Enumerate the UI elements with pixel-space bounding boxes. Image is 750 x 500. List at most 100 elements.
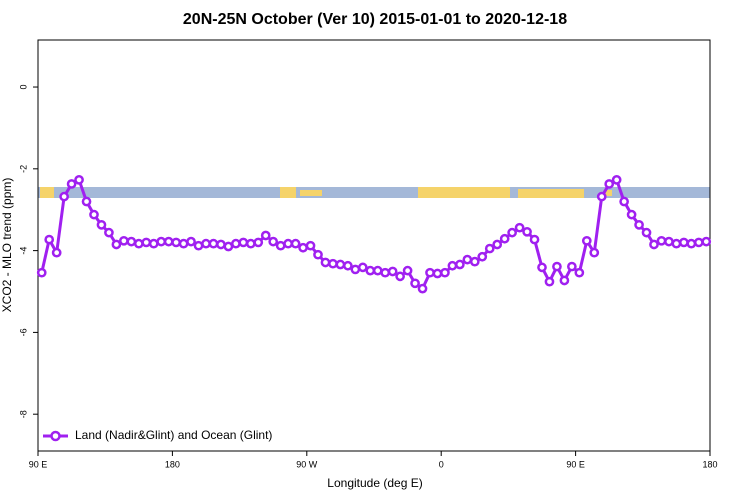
data-point [238, 237, 249, 248]
data-point [365, 265, 376, 276]
data-point [499, 233, 510, 244]
data-point [619, 196, 629, 207]
data-point [567, 261, 577, 272]
data-point [148, 238, 159, 249]
y-axis-label: XCO2 - MLO trend (ppm) [0, 178, 14, 313]
data-point [283, 238, 293, 249]
data-point [574, 267, 585, 278]
data-point [544, 276, 555, 287]
x-tick-label: 0 [439, 459, 444, 469]
data-point [484, 243, 495, 254]
data-point [507, 227, 517, 238]
data-point [686, 238, 697, 249]
data-point [290, 238, 301, 249]
data-point [104, 227, 114, 238]
data-point [387, 266, 398, 277]
data-point [410, 278, 420, 289]
data-point [335, 259, 346, 270]
y-tick-label: 0 [18, 85, 28, 90]
data-point [529, 234, 540, 245]
data-point [537, 262, 547, 273]
data-point [402, 265, 413, 276]
data-point [186, 236, 196, 247]
data-point [380, 267, 391, 278]
data-point [305, 240, 316, 251]
data-point [126, 236, 137, 247]
data-point [253, 237, 264, 248]
data-point [372, 265, 383, 276]
data-point [559, 275, 570, 286]
data-point [462, 254, 473, 265]
data-point [260, 230, 271, 241]
data-point [492, 239, 503, 250]
data-point [440, 267, 450, 278]
y-tick-label: -4 [18, 247, 28, 255]
y-tick-label: -8 [18, 410, 28, 418]
data-point [343, 260, 353, 271]
y-tick-label: -2 [18, 165, 28, 173]
plot-frame [37, 39, 711, 452]
data-point [357, 262, 368, 273]
data-point [514, 222, 525, 233]
x-tick-label: 90 W [296, 459, 318, 469]
data-point [59, 191, 69, 202]
data-point [701, 236, 712, 247]
data-point [656, 235, 667, 246]
x-axis-label: Longitude (deg E) [327, 476, 422, 490]
y-tick-label: -6 [18, 328, 28, 336]
legend: Land (Nadir&Glint) and Ocean (Glint) [43, 428, 272, 442]
data-point [626, 209, 637, 220]
data-point [664, 236, 674, 247]
data-point [641, 227, 652, 238]
data-point [604, 179, 615, 189]
data-point [320, 257, 331, 268]
data-point [671, 238, 682, 249]
data-point [81, 196, 92, 207]
data-point [216, 239, 226, 250]
data-point [634, 219, 644, 230]
legend-marker [50, 430, 61, 442]
data-point [469, 256, 480, 267]
data-point [693, 237, 704, 248]
data-point [275, 240, 286, 251]
data-point [477, 251, 488, 262]
data-point [679, 237, 689, 248]
x-tick-label: 180 [165, 459, 180, 469]
data-point [417, 283, 428, 294]
data-point [223, 241, 234, 252]
data-point [178, 238, 189, 249]
data-point [208, 238, 219, 249]
data-point [171, 237, 181, 248]
data-point [193, 240, 204, 251]
data-point [596, 191, 607, 202]
data-point [51, 247, 62, 258]
data-point [649, 239, 659, 250]
data-point [611, 175, 622, 185]
chart-title: 20N-25N October (Ver 10) 2015-01-01 to 2… [183, 11, 567, 28]
x-tick-label: 90 E [566, 459, 585, 469]
data-point [111, 239, 122, 250]
data-point [133, 238, 144, 249]
data-point [268, 236, 279, 247]
data-point [36, 267, 47, 278]
data-point [231, 238, 241, 249]
x-tick-label: 90 E [29, 459, 48, 469]
data-point [298, 242, 308, 253]
data-point [74, 175, 84, 185]
data-point [589, 247, 600, 258]
data-point [44, 234, 55, 245]
data-point [581, 235, 592, 246]
data-point [119, 235, 129, 246]
data-point [425, 267, 435, 278]
data-point [156, 236, 167, 247]
data-point [328, 258, 338, 269]
legend-label: Land (Nadir&Glint) and Ocean (Glint) [75, 428, 272, 442]
data-point [245, 238, 256, 249]
data-point [96, 219, 107, 230]
data-point [447, 260, 458, 271]
data-point [552, 261, 562, 272]
data-point [522, 226, 532, 237]
data-point [313, 249, 323, 260]
land-ocean-strip [38, 187, 710, 198]
